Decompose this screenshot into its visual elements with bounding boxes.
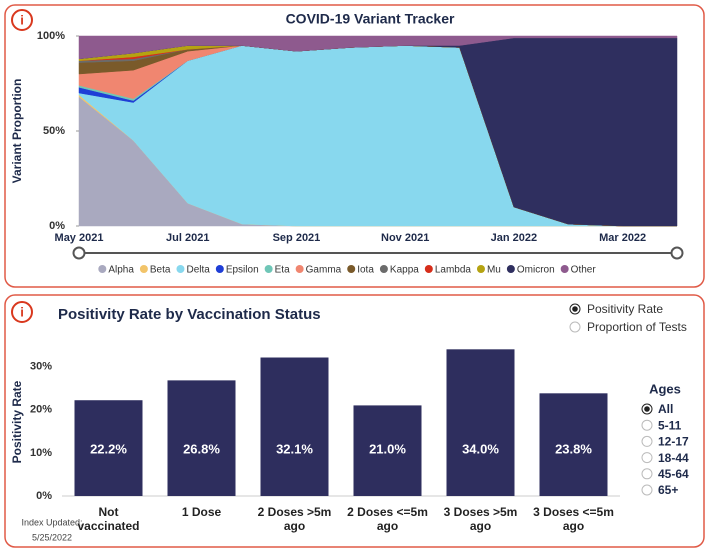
y-tick-label: 20% <box>30 404 52 416</box>
y-tick-label: 10% <box>30 447 52 459</box>
age-option: 12-17 <box>658 435 689 449</box>
legend-swatch <box>139 265 148 273</box>
info-icon: i <box>20 304 24 319</box>
legend-swatch <box>379 265 388 273</box>
legend-label: Lambda <box>435 265 472 276</box>
radio-button[interactable] <box>641 419 653 431</box>
value-label: 32.1% <box>276 441 313 456</box>
value-label: 23.8% <box>555 441 592 456</box>
age-option: 45-64 <box>658 467 689 481</box>
radio-button[interactable] <box>641 484 653 496</box>
x-tick-label: 2 Doses >5m ago <box>257 505 332 533</box>
radio-dot <box>644 406 650 412</box>
legend-label: Kappa <box>390 265 419 276</box>
y-axis-title: Variant Proportion <box>10 79 24 184</box>
legend-label: Eta <box>275 265 290 276</box>
x-tick-label: Nov 2021 <box>381 232 429 244</box>
bar <box>260 357 329 496</box>
legend-label: Delta <box>186 265 210 276</box>
legend-label: Alpha <box>108 265 134 276</box>
age-option: 65+ <box>658 483 678 497</box>
value-label: 21.0% <box>369 441 406 456</box>
legend-swatch <box>295 265 304 273</box>
x-tick-label: Jan 2022 <box>491 232 537 244</box>
legend-label: Beta <box>150 265 171 276</box>
bar <box>353 405 422 496</box>
bar <box>167 380 236 496</box>
legend-label: Other <box>571 265 597 276</box>
info-button[interactable] <box>11 9 33 31</box>
legend-label: Iota <box>357 265 374 276</box>
y-tick-label: 30% <box>30 360 52 372</box>
y-tick-label: 0% <box>49 220 65 232</box>
age-option: All <box>658 402 673 416</box>
x-tick-label: Sep 2021 <box>273 232 321 244</box>
x-tick-label: 3 Doses <=5m ago <box>533 505 614 533</box>
footnote: 5/25/2022 <box>32 532 72 542</box>
info-icon: i <box>20 12 24 27</box>
footnote: Index Updated: <box>21 517 82 527</box>
legend-swatch <box>424 265 433 273</box>
y-axis-title: Positivity Rate <box>10 380 24 463</box>
legend-swatch <box>264 265 273 273</box>
bar <box>74 400 143 496</box>
radio-button[interactable] <box>641 468 653 480</box>
legend-swatch <box>176 265 185 273</box>
slider-handle[interactable] <box>72 246 86 260</box>
metric-option: Proportion of Tests <box>587 320 687 334</box>
radio-button[interactable] <box>569 321 581 333</box>
legend-label: Epsilon <box>226 265 259 276</box>
chart-title: COVID-19 Variant Tracker <box>286 11 455 27</box>
bar <box>539 393 608 496</box>
x-tick-label: Mar 2022 <box>599 232 646 244</box>
legend-swatch <box>98 265 107 273</box>
age-option: 18-44 <box>658 451 689 465</box>
value-label: 26.8% <box>183 441 220 456</box>
x-tick-label: 1 Dose <box>181 505 222 519</box>
legend-swatch <box>215 265 224 273</box>
radio-button[interactable] <box>641 452 653 464</box>
legend-swatch <box>506 265 515 273</box>
chart-title: Positivity Rate by Vaccination Status <box>58 306 321 323</box>
radio-dot <box>572 306 578 312</box>
metric-option: Positivity Rate <box>587 302 663 316</box>
legend-swatch <box>560 265 569 273</box>
bar <box>446 349 515 496</box>
info-button[interactable] <box>11 301 33 323</box>
variant-area <box>78 35 678 60</box>
x-tick-label: Jul 2021 <box>166 232 209 244</box>
legend-label: Gamma <box>306 265 342 276</box>
value-label: 22.2% <box>90 441 127 456</box>
slider-handle[interactable] <box>670 246 684 260</box>
x-tick-label: Not vaccinated <box>77 505 140 533</box>
ages-title: Ages <box>649 381 681 396</box>
x-tick-label: May 2021 <box>55 232 104 244</box>
value-label: 34.0% <box>462 441 499 456</box>
legend-swatch <box>347 265 356 273</box>
legend-swatch <box>476 265 485 273</box>
x-tick-label: 2 Doses <=5m ago <box>347 505 428 533</box>
y-tick-label: 0% <box>36 490 52 502</box>
legend-label: Omicron <box>517 265 555 276</box>
age-option: 5-11 <box>658 418 682 432</box>
legend-label: Mu <box>487 265 501 276</box>
y-tick-label: 50% <box>43 125 65 137</box>
x-tick-label: 3 Doses >5m ago <box>443 505 518 533</box>
y-tick-label: 100% <box>37 30 65 42</box>
radio-button[interactable] <box>641 435 653 447</box>
